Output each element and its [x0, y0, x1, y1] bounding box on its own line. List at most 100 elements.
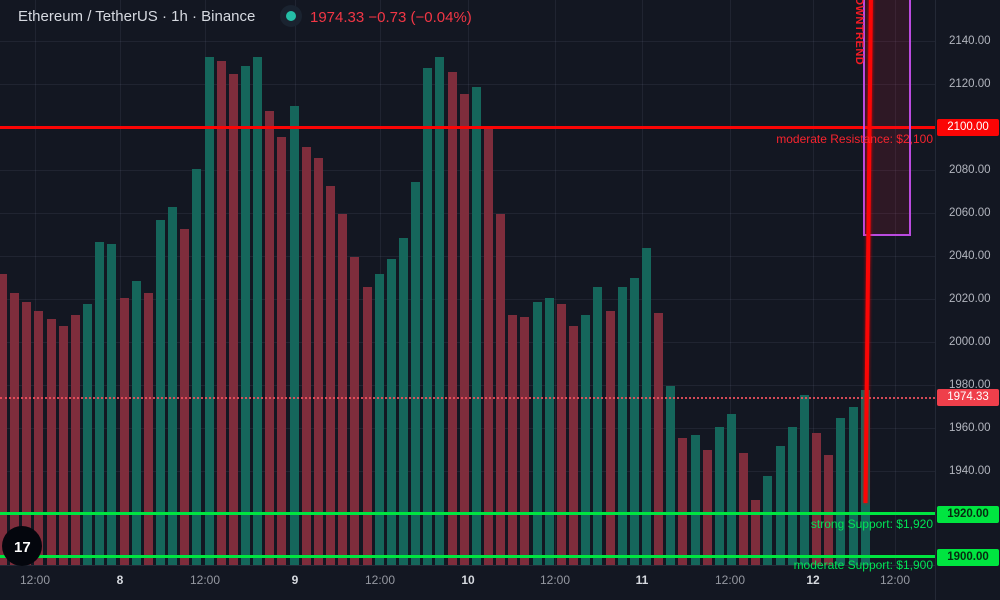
price-bar	[131, 280, 141, 565]
v-gridline	[35, 0, 36, 565]
price-bar	[253, 56, 263, 565]
price-bar	[532, 302, 542, 565]
price-tick-label: 1940.00	[949, 464, 991, 477]
price-bar	[459, 93, 469, 565]
price-tick-label: 2060.00	[949, 206, 991, 219]
strong-support-line[interactable]	[0, 512, 935, 515]
price-bar	[204, 56, 214, 565]
price-bar	[520, 317, 530, 565]
price-tick-label: 2080.00	[949, 163, 991, 176]
price-bar	[435, 56, 445, 565]
price-bar	[289, 106, 299, 565]
time-tick-label: 12:00	[19, 573, 51, 587]
price-bar	[228, 74, 238, 565]
price-bar	[34, 310, 44, 565]
price-bar	[556, 304, 566, 565]
price-bar	[155, 220, 165, 565]
price-bar	[739, 452, 749, 565]
h-gridline	[0, 84, 935, 86]
price-bar	[666, 385, 676, 565]
price-bar	[362, 287, 372, 565]
price-bar	[702, 450, 712, 565]
price-bar	[386, 259, 396, 565]
price-bar	[46, 319, 56, 565]
time-tick-label: 12:00	[879, 573, 911, 587]
price-tick-label: 2140.00	[949, 34, 991, 47]
strong-support-annotation: strong Support: $1,920	[810, 517, 933, 531]
time-axis[interactable]: 12:00 8 12:00 9 12:00 10 12:00 11 12:00 12 12:00	[0, 565, 1000, 600]
v-gridline	[895, 0, 896, 565]
price-bar	[83, 304, 93, 565]
h-gridline	[0, 41, 935, 43]
price-bar	[22, 302, 32, 565]
symbol-title[interactable]: Ethereum / TetherUS · 1h · Binance	[18, 8, 256, 25]
price-bar	[265, 110, 275, 565]
price-bar	[374, 274, 384, 565]
time-tick-label: 9	[291, 573, 299, 587]
price-tick-label: 1960.00	[949, 421, 991, 434]
price-tick-label: 2040.00	[949, 249, 991, 262]
market-status-button[interactable]	[280, 5, 302, 27]
price-chart-plot[interactable]: DOWNTREND	[0, 0, 935, 565]
time-tick-label: 11	[635, 573, 649, 587]
price-bar	[690, 435, 700, 565]
time-tick-label: 12:00	[364, 573, 396, 587]
chart-header: Ethereum / TetherUS · 1h · Binance 1974.…	[0, 0, 1000, 34]
price-bar	[824, 454, 834, 565]
price-bar	[617, 287, 627, 565]
price-bar	[848, 407, 858, 565]
price-bar	[836, 418, 846, 565]
time-tick-label: 12:00	[539, 573, 571, 587]
resistance-annotation: moderate Resistance: $2,100	[776, 132, 933, 146]
price-bar	[277, 136, 287, 565]
resistance-price-tag: 2100.00	[937, 119, 999, 136]
price-bar	[95, 241, 105, 565]
price-bar	[787, 426, 797, 565]
downtrend-label: DOWNTREND	[853, 0, 865, 66]
time-tick-label: 12:00	[714, 573, 746, 587]
downtrend-zone-box[interactable]	[863, 0, 911, 236]
price-bar	[107, 244, 117, 565]
last-price-dotted-line	[0, 397, 935, 399]
price-bar	[216, 61, 226, 565]
v-gridline	[120, 0, 121, 565]
price-bar	[544, 297, 554, 565]
moderate-support-price-tag: 1900.00	[937, 549, 999, 566]
price-bar	[119, 297, 129, 565]
price-axis[interactable]: 1900.00 1920.00 1940.00 1960.00 1980.00 2000.…	[935, 0, 1000, 600]
price-bar	[799, 394, 809, 565]
price-bar	[508, 314, 518, 565]
price-bar	[447, 72, 457, 565]
tradingview-logo[interactable]: 17	[2, 526, 42, 571]
price-bar	[398, 237, 408, 565]
price-bar	[326, 185, 336, 565]
price-tick-label: 1980.00	[949, 378, 991, 391]
strong-support-price-tag: 1920.00	[937, 506, 999, 523]
price-bar	[423, 67, 433, 565]
price-bar	[180, 228, 190, 565]
price-bar	[301, 147, 311, 565]
price-bar	[812, 433, 822, 565]
price-bar	[58, 325, 68, 565]
price-bar	[471, 87, 481, 565]
price-bar	[496, 213, 506, 565]
price-bar	[70, 314, 80, 565]
time-tick-label: 10	[461, 573, 475, 587]
price-tick-label: 2020.00	[949, 292, 991, 305]
price-tick-label: 2000.00	[949, 335, 991, 348]
price-bar	[751, 499, 761, 565]
moderate-support-line[interactable]	[0, 555, 935, 558]
price-bar	[0, 274, 7, 565]
price-tick-label: 2120.00	[949, 77, 991, 90]
price-bar	[654, 312, 664, 565]
price-bar	[338, 213, 348, 565]
v-gridline	[555, 0, 556, 565]
resistance-line[interactable]	[0, 126, 935, 129]
tv-logo-glyph: 17	[14, 539, 31, 556]
price-bar	[143, 293, 153, 565]
market-status-dot-icon	[286, 11, 296, 21]
price-bar	[168, 207, 178, 565]
price-bar	[714, 426, 724, 565]
price-bar	[10, 293, 20, 565]
